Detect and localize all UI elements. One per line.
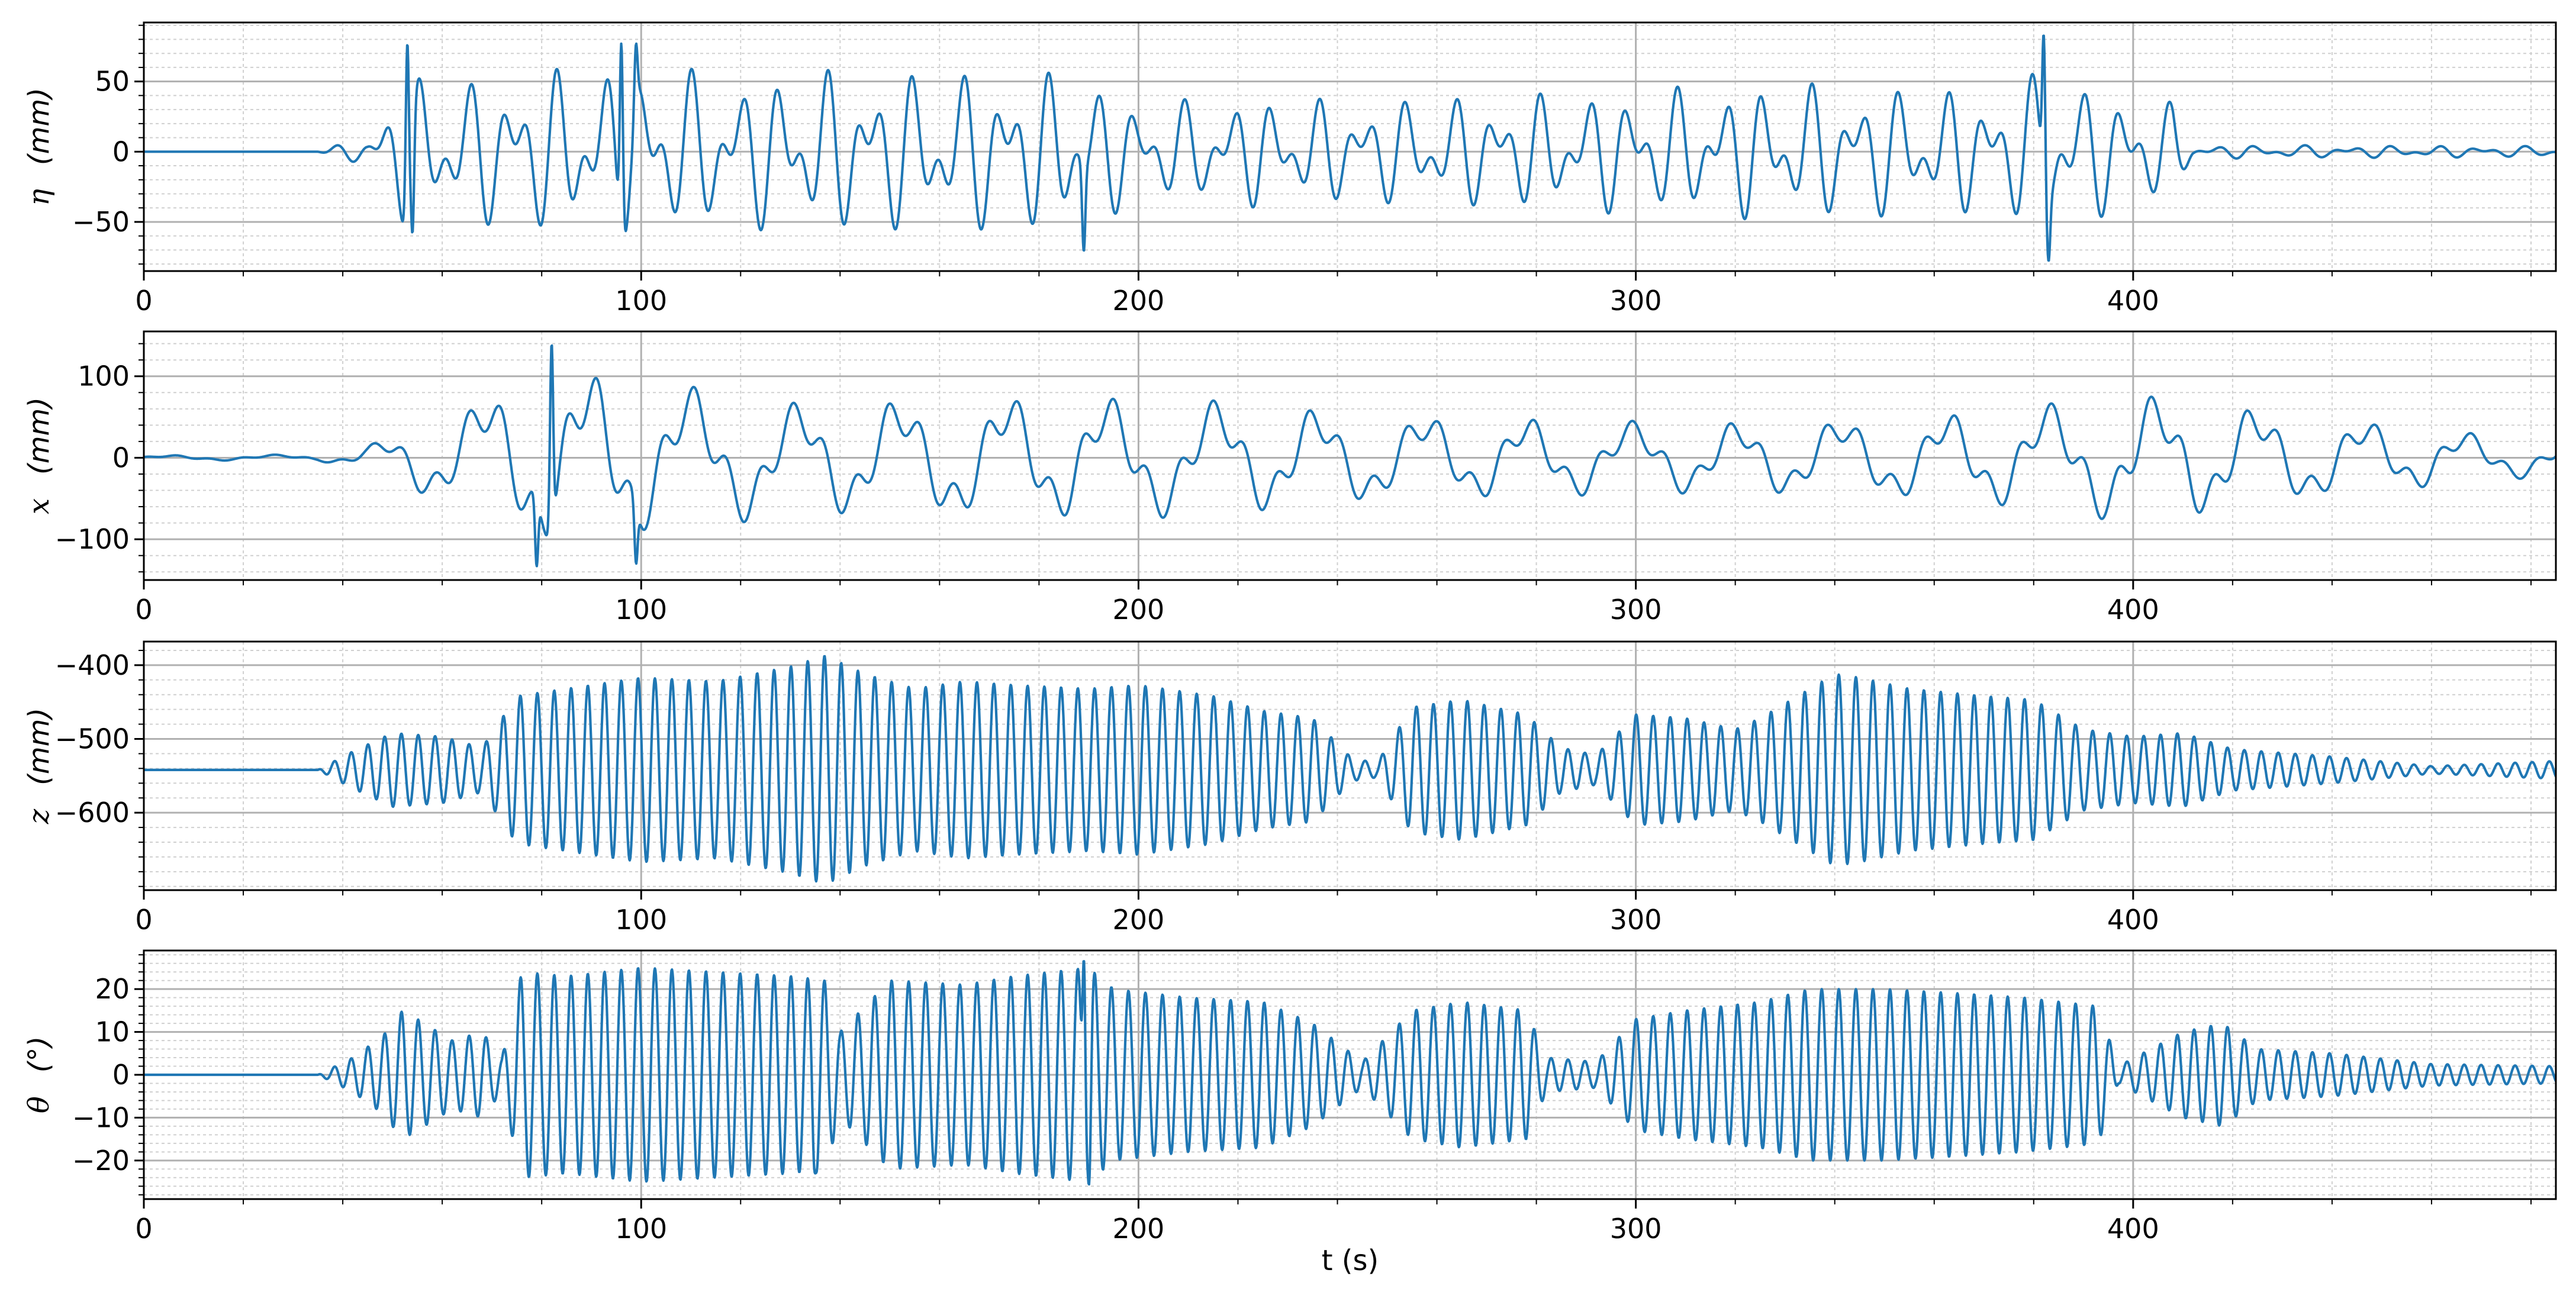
- y-tick-label: −10: [72, 1101, 130, 1133]
- grid: [143, 22, 2556, 271]
- series-line-z: [144, 655, 2556, 883]
- y-tick-label: −500: [55, 723, 130, 755]
- x-tick-label: 400: [2107, 904, 2159, 936]
- x-tick-label: 0: [135, 1213, 152, 1245]
- y-tick-label: −600: [55, 797, 130, 829]
- x-tick-label: 100: [615, 285, 667, 317]
- y-tick-label: 0: [112, 1059, 130, 1091]
- grid: [143, 951, 2556, 1199]
- y-axis-unit: (mm): [22, 397, 56, 475]
- x-tick-label: 400: [2107, 285, 2159, 317]
- axes-frame: [143, 330, 2557, 581]
- x-tick-label: 100: [615, 1213, 667, 1245]
- x-tick-label: 200: [1113, 285, 1165, 317]
- x-tick-label: 200: [1113, 904, 1165, 936]
- x-axis-label: t (s): [1322, 1244, 1379, 1277]
- x-tick-label: 0: [135, 904, 152, 936]
- y-axis-unit: (mm): [22, 88, 56, 165]
- panel-x: 0 100 200 300 400 100 0 −100 x (mm): [22, 330, 2557, 626]
- x-tick-label: 300: [1610, 904, 1662, 936]
- x-tick-label: 0: [135, 285, 152, 317]
- x-tick-label: 300: [1610, 1213, 1662, 1245]
- x-tick-label: 400: [2107, 1213, 2159, 1245]
- y-tick-label: −100: [55, 523, 130, 555]
- y-axis-label: θ (°): [22, 1036, 56, 1113]
- y-tick-label: 20: [95, 973, 130, 1005]
- grid: [143, 331, 2556, 580]
- x-tick-label: 200: [1113, 594, 1165, 626]
- y-axis-label: η (mm): [22, 88, 56, 206]
- y-axis-symbol: x: [22, 498, 56, 514]
- y-axis-unit: (mm): [22, 708, 56, 785]
- x-tick-label: 400: [2107, 594, 2159, 626]
- y-axis-symbol: z: [22, 808, 56, 824]
- y-tick-label: 100: [78, 360, 130, 392]
- series-line-theta: [144, 960, 2556, 1186]
- y-axis-symbol: θ: [22, 1096, 56, 1113]
- x-tick-label: 100: [615, 594, 667, 626]
- y-axis-symbol: η: [22, 189, 56, 206]
- x-tick-label: 100: [615, 904, 667, 936]
- y-axis-label: x (mm): [22, 397, 56, 514]
- axes-frame: [143, 949, 2557, 1200]
- y-tick-label: −20: [72, 1145, 130, 1177]
- axes-frame: [143, 640, 2557, 891]
- x-tick-label: 200: [1113, 1213, 1165, 1245]
- grid: [143, 642, 2556, 890]
- y-axis-unit: (°): [22, 1036, 56, 1072]
- y-tick-label: 10: [95, 1016, 130, 1048]
- y-tick-label: 50: [95, 66, 130, 98]
- y-tick-label: 0: [112, 136, 130, 167]
- y-axis-label: z (mm): [22, 708, 56, 824]
- x-tick-label: 0: [135, 594, 152, 626]
- y-tick-label: −50: [72, 206, 130, 238]
- series-line-x: [144, 344, 2556, 568]
- x-tick-label: 300: [1610, 594, 1662, 626]
- axes-frame: [143, 21, 2557, 272]
- x-tick-label: 300: [1610, 285, 1662, 317]
- y-tick-label: −400: [55, 649, 130, 681]
- series-line-eta: [144, 34, 2556, 262]
- y-tick-label: 0: [112, 442, 130, 473]
